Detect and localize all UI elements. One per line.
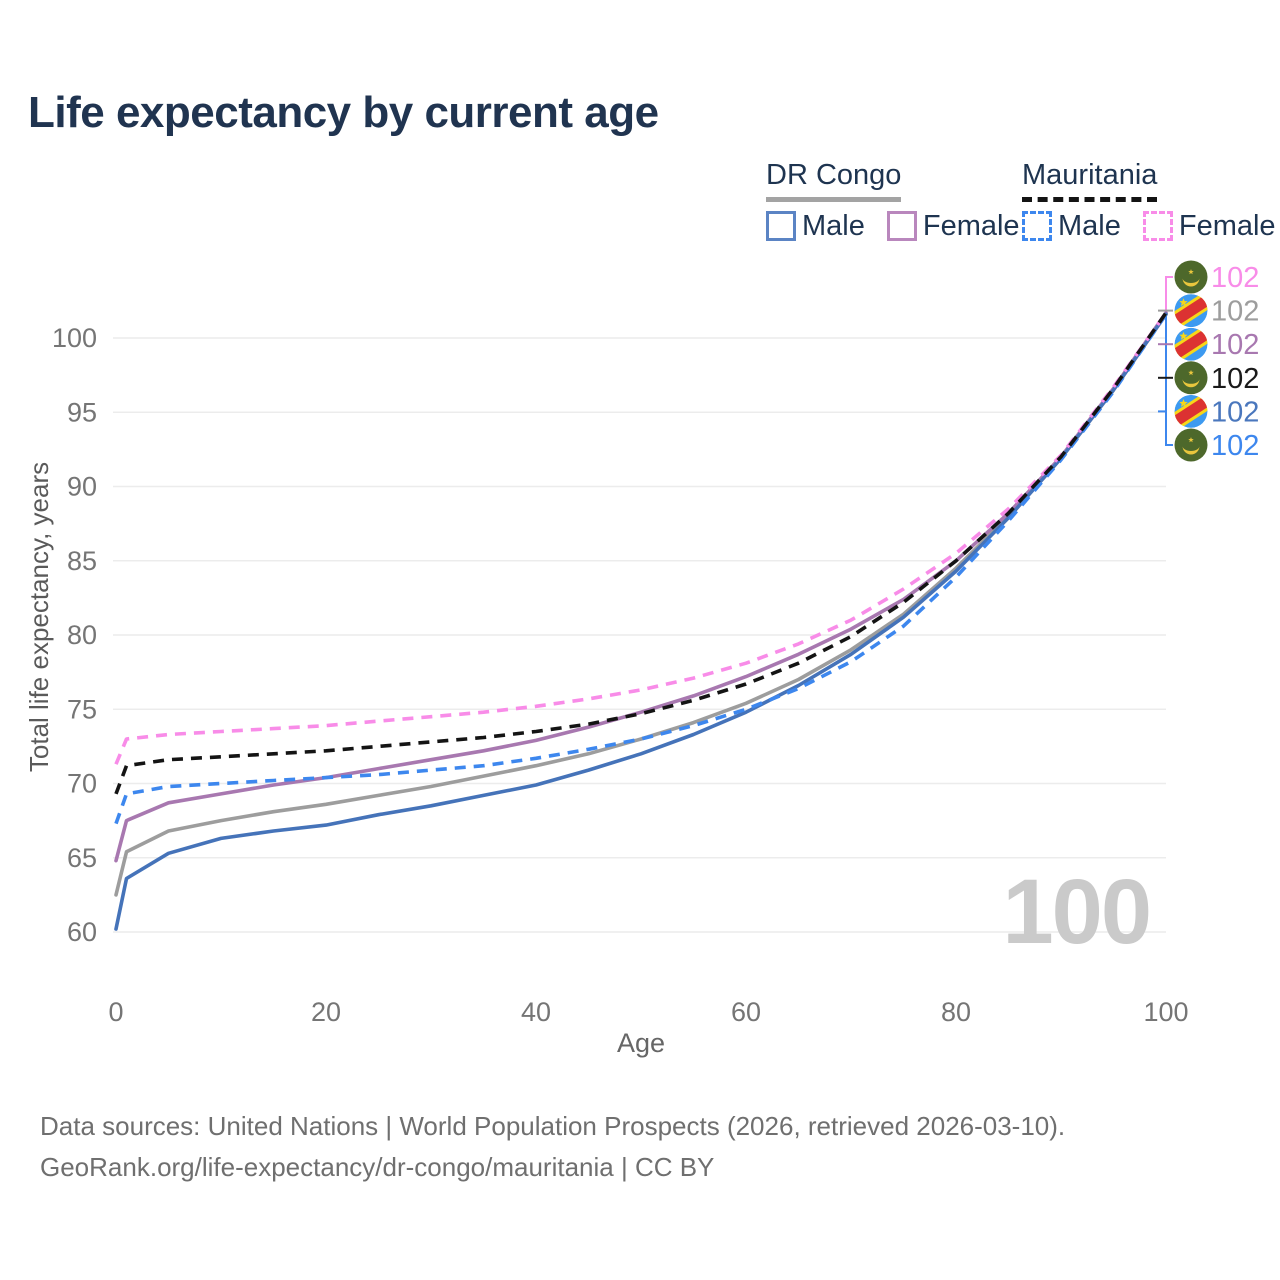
x-tick-40: 40 xyxy=(521,997,551,1027)
footer-attribution-link: GeoRank.org/life-expectancy/dr-congo/mau… xyxy=(40,1152,715,1182)
legend: DR Congo Male Female Mauritania Male Fem… xyxy=(0,159,1280,250)
series-line-mauritania-male xyxy=(114,313,1168,825)
y-tick-85: 85 xyxy=(67,546,97,576)
x-axis-label: Age xyxy=(617,1028,665,1058)
legend-item-mrt-male[interactable]: Male xyxy=(1022,210,1121,243)
end-value-label-mauritania-average: 102 xyxy=(1211,363,1259,395)
dr-congo-flag-icon xyxy=(1174,394,1208,428)
legend-item-drc-female[interactable]: Female xyxy=(886,209,1020,243)
y-tick-65: 65 xyxy=(67,843,97,873)
legend-group-dr-congo: DR Congo Male Female xyxy=(766,159,1042,243)
series-line-mauritania-female xyxy=(114,311,1168,765)
legend-header-dr-congo: DR Congo xyxy=(766,159,902,202)
drc-female-swatch-icon[interactable] xyxy=(886,211,917,242)
end-value-label-dr-congo-average: 102 xyxy=(1211,296,1259,328)
series-line-dr-congo-female xyxy=(114,310,1168,863)
end-value-label-dr-congo-female: 102 xyxy=(1211,329,1259,361)
legend-label-drc-male[interactable]: Male xyxy=(802,209,865,242)
legend-items-dr-congo: Male Female xyxy=(766,210,1042,243)
end-value-label-dr-congo-male: 102 xyxy=(1211,396,1259,428)
y-tick-80: 80 xyxy=(67,620,97,650)
y-tick-70: 70 xyxy=(67,769,97,799)
leader-line-pink xyxy=(1165,276,1173,313)
dr-congo-flag-icon xyxy=(1174,327,1208,361)
mrt-male-swatch-icon[interactable] xyxy=(1022,211,1052,242)
current-age-watermark: 100 xyxy=(1002,861,1153,963)
y-axis-label: Total life expectancy, years xyxy=(24,462,54,772)
y-tick-90: 90 xyxy=(67,472,97,502)
mrt-female-swatch-icon[interactable] xyxy=(1142,211,1173,242)
legend-label-mrt-female[interactable]: Female xyxy=(1178,209,1276,242)
series-line-dr-congo-average xyxy=(114,312,1168,897)
series-line-dr-congo-male xyxy=(114,312,1168,931)
legend-header-mauritania: Mauritania xyxy=(1022,159,1158,202)
x-tick-80: 80 xyxy=(941,997,971,1027)
end-value-label-mauritania-female: 102 xyxy=(1211,262,1259,294)
x-tick-0: 0 xyxy=(108,997,123,1027)
y-tick-100: 100 xyxy=(52,323,97,353)
y-tick-60: 60 xyxy=(67,917,97,947)
legend-item-mrt-female[interactable]: Female xyxy=(1142,209,1276,243)
legend-label-mrt-male[interactable]: Male xyxy=(1058,209,1121,242)
dr-congo-flag-icon xyxy=(1174,294,1208,328)
legend-label-drc-female[interactable]: Female xyxy=(922,209,1020,242)
end-value-label-mauritania-male: 102 xyxy=(1211,430,1259,462)
legend-items-mauritania: Male Female xyxy=(1022,210,1280,243)
series-line-mauritania-average xyxy=(114,311,1168,795)
mauritania-flag-icon xyxy=(1174,428,1208,462)
mauritania-flag-icon xyxy=(1174,361,1208,395)
x-tick-100: 100 xyxy=(1143,997,1188,1027)
y-tick-95: 95 xyxy=(67,397,97,427)
footer-data-sources: Data sources: United Nations | World Pop… xyxy=(40,1111,1066,1141)
footer: Data sources: United Nations | World Pop… xyxy=(40,1106,1240,1188)
x-tick-20: 20 xyxy=(311,997,341,1027)
legend-item-drc-male[interactable]: Male xyxy=(766,210,865,243)
leader-line-blue xyxy=(1165,313,1173,446)
mauritania-flag-icon xyxy=(1174,260,1208,294)
x-tick-60: 60 xyxy=(731,997,761,1027)
y-tick-75: 75 xyxy=(67,694,97,724)
page-title: Life expectancy by current age xyxy=(28,88,659,137)
drc-male-swatch-icon[interactable] xyxy=(766,211,796,242)
legend-group-mauritania: Mauritania Male Female xyxy=(1022,159,1280,243)
